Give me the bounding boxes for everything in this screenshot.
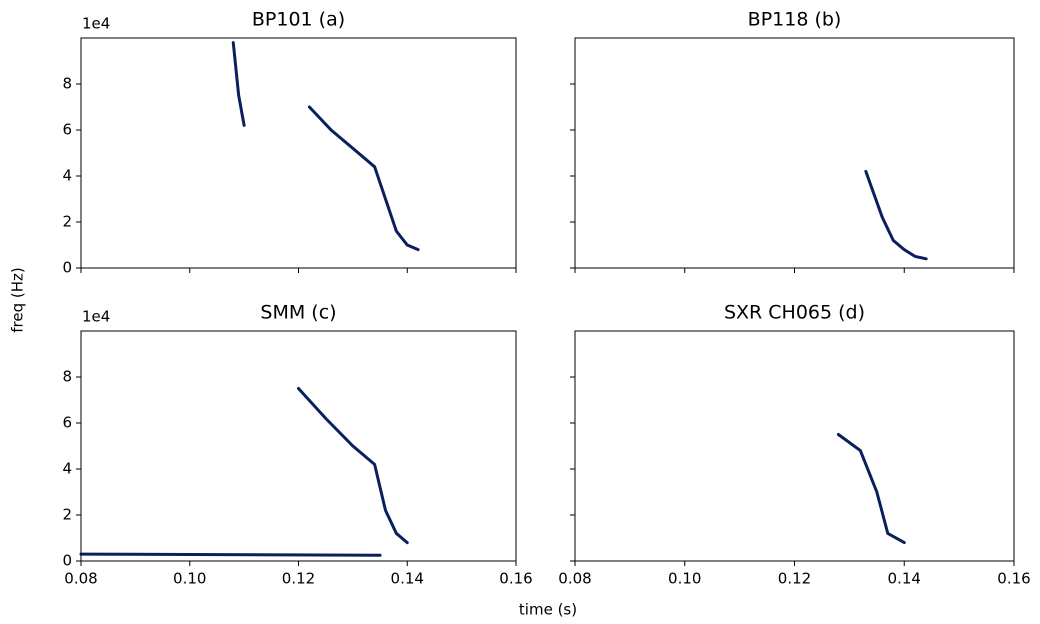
x-tick-label: 0.12 xyxy=(282,570,315,588)
y-tick-label: 2 xyxy=(62,506,72,524)
y-tick-label: 6 xyxy=(62,414,72,432)
x-axis-label: time (s) xyxy=(519,601,577,619)
x-tick-label: 0.12 xyxy=(778,570,811,588)
x-tick-label: 0.16 xyxy=(499,570,532,588)
plot-frame xyxy=(574,330,1015,562)
panel-title: SMM (c) xyxy=(260,302,336,324)
y-offset-label: 1e4 xyxy=(82,308,110,326)
y-tick-label: 2 xyxy=(62,213,72,231)
y-axis-label: freq (Hz) xyxy=(9,267,27,333)
panel-title: BP101 (a) xyxy=(252,9,345,31)
x-tick-label: 0.08 xyxy=(558,570,591,588)
y-offset-label: 1e4 xyxy=(82,15,110,33)
y-tick-label: 8 xyxy=(62,75,72,93)
x-tick-label: 0.14 xyxy=(391,570,424,588)
plot-frame xyxy=(80,37,517,269)
ridge xyxy=(297,387,409,545)
ridge xyxy=(836,433,906,545)
x-tick-label: 0.10 xyxy=(668,570,701,588)
y-tick-label: 4 xyxy=(62,167,72,185)
y-tick-label: 4 xyxy=(62,460,72,478)
x-tick-label: 0.08 xyxy=(64,570,97,588)
plot-frame xyxy=(80,330,517,562)
y-tick-label: 0 xyxy=(62,259,72,277)
panel-title: BP118 (b) xyxy=(748,9,842,31)
x-tick-label: 0.14 xyxy=(888,570,921,588)
x-tick-label: 0.16 xyxy=(997,570,1030,588)
ridge xyxy=(864,169,928,261)
ridge xyxy=(231,41,246,127)
ridge xyxy=(79,552,382,557)
y-tick-label: 0 xyxy=(62,552,72,570)
x-tick-label: 0.10 xyxy=(173,570,206,588)
plot-frame xyxy=(574,37,1015,269)
y-tick-label: 6 xyxy=(62,121,72,139)
ridge xyxy=(307,105,420,252)
y-tick-label: 8 xyxy=(62,368,72,386)
panel-title: SXR CH065 (d) xyxy=(724,302,865,324)
